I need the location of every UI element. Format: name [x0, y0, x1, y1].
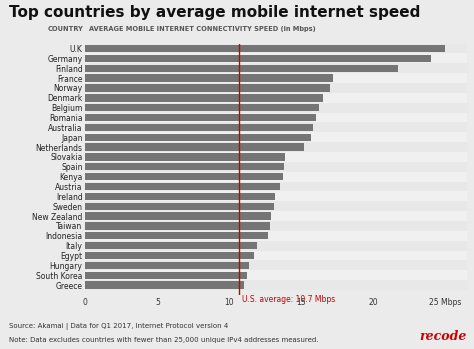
Bar: [85, 114, 316, 121]
Bar: [85, 272, 246, 279]
Bar: [85, 162, 467, 172]
Text: COUNTRY: COUNTRY: [47, 26, 83, 32]
Bar: [85, 103, 467, 113]
Bar: [85, 231, 467, 241]
Bar: [85, 280, 467, 290]
Text: AVERAGE MOBILE INTERNET CONNECTIVITY SPEED (in Mbps): AVERAGE MOBILE INTERNET CONNECTIVITY SPE…: [89, 26, 316, 32]
Bar: [85, 202, 274, 210]
Bar: [85, 73, 467, 83]
Bar: [85, 44, 467, 53]
Text: Top countries by average mobile internet speed: Top countries by average mobile internet…: [9, 5, 421, 20]
Bar: [85, 122, 467, 132]
Bar: [85, 113, 467, 122]
Bar: [85, 260, 467, 270]
Bar: [85, 153, 285, 161]
Bar: [85, 94, 323, 102]
Bar: [85, 270, 467, 280]
Text: Source: Akamai | Data for Q1 2017, Internet Protocol version 4: Source: Akamai | Data for Q1 2017, Inter…: [9, 323, 229, 330]
Bar: [85, 241, 467, 251]
Bar: [85, 213, 271, 220]
Bar: [85, 143, 304, 151]
Bar: [85, 193, 275, 200]
Bar: [85, 124, 313, 131]
Bar: [85, 281, 244, 289]
Bar: [85, 53, 467, 63]
Bar: [85, 222, 270, 230]
Bar: [85, 84, 330, 92]
Bar: [85, 65, 398, 72]
Bar: [85, 201, 467, 211]
Bar: [85, 251, 467, 260]
Bar: [85, 93, 467, 103]
Bar: [85, 181, 467, 192]
Bar: [85, 173, 283, 180]
Bar: [85, 132, 467, 142]
Bar: [85, 63, 467, 73]
Text: recode: recode: [419, 330, 467, 343]
Bar: [85, 74, 333, 82]
Bar: [85, 242, 256, 249]
Bar: [85, 262, 249, 269]
Text: U.S. average: 10.7 Mbps: U.S. average: 10.7 Mbps: [242, 295, 336, 304]
Text: Note: Data excludes countries with fewer than 25,000 unique IPv4 addresses measu: Note: Data excludes countries with fewer…: [9, 337, 319, 343]
Bar: [85, 134, 311, 141]
Bar: [85, 221, 467, 231]
Bar: [85, 83, 467, 93]
Bar: [85, 55, 431, 62]
Bar: [85, 192, 467, 201]
Bar: [85, 252, 254, 259]
Bar: [85, 172, 467, 181]
Bar: [85, 152, 467, 162]
Bar: [85, 232, 268, 239]
Bar: [85, 142, 467, 152]
Bar: [85, 183, 280, 190]
Bar: [85, 163, 284, 171]
Bar: [85, 45, 445, 52]
Bar: [85, 211, 467, 221]
Bar: [85, 104, 319, 111]
